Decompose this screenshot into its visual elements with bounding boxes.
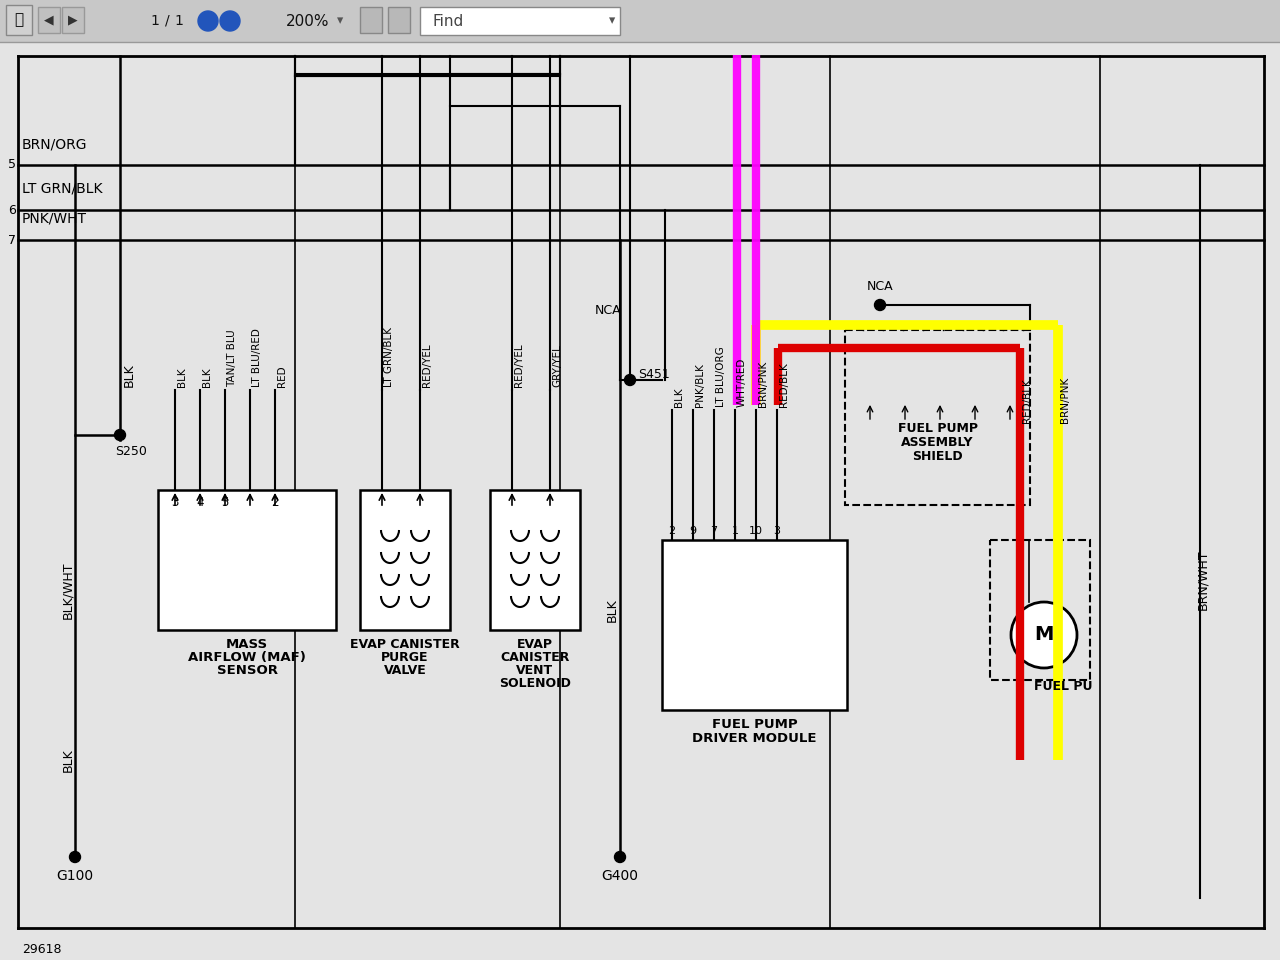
Text: 📄: 📄 [14,12,23,28]
Circle shape [220,11,241,31]
Text: BLK: BLK [123,363,136,387]
Bar [845,330,1030,505]
Bar [360,7,381,33]
Text: 10: 10 [749,526,763,536]
Text: 2: 2 [271,496,279,509]
Text: PNK/BLK: PNK/BLK [695,363,705,407]
Text: S250: S250 [115,445,147,458]
Text: G100: G100 [56,869,93,883]
Bar [157,490,335,630]
Text: BRN/PNK: BRN/PNK [758,361,768,407]
Circle shape [625,374,635,386]
Text: BLK: BLK [202,368,212,387]
Text: CANISTER: CANISTER [500,651,570,664]
Text: PNK/WHT: PNK/WHT [22,212,87,226]
Text: 9: 9 [690,526,696,536]
Text: S451: S451 [637,369,669,381]
Text: 3: 3 [773,526,781,536]
Text: SENSOR: SENSOR [216,664,278,677]
Text: MASS: MASS [227,638,268,651]
Text: ASSEMBLY: ASSEMBLY [901,437,974,449]
Text: 3: 3 [172,496,179,509]
Bar [662,540,847,710]
Text: NCA: NCA [867,280,893,293]
Text: SHIELD: SHIELD [913,450,963,464]
Text: EVAP: EVAP [517,638,553,651]
Text: BRN/WHT: BRN/WHT [1197,550,1210,611]
Text: SOLENOID: SOLENOID [499,677,571,690]
Text: Find: Find [433,13,463,29]
Text: TAN/LT BLU: TAN/LT BLU [227,329,237,387]
Text: VENT: VENT [516,664,553,677]
Text: ◀: ◀ [45,13,54,27]
Text: NCA: NCA [595,303,621,317]
Text: LT GRN/BLK: LT GRN/BLK [22,182,102,196]
Text: 5: 5 [221,496,229,509]
Text: BLK: BLK [675,388,684,407]
Text: ▾: ▾ [337,14,343,28]
Text: 4: 4 [196,496,204,509]
Text: 1: 1 [151,14,160,28]
Text: ▶: ▶ [68,13,78,27]
Bar [61,7,84,33]
Text: 5: 5 [8,158,15,172]
Text: RED/BLK: RED/BLK [780,362,788,407]
Text: PURGE: PURGE [381,651,429,664]
Text: G400: G400 [602,869,639,883]
Bar [6,5,32,35]
Text: LT BLU/RED: LT BLU/RED [252,328,262,387]
Text: M: M [1034,626,1053,644]
Text: RED/BLK: RED/BLK [1021,378,1032,423]
Text: GRY/YEL: GRY/YEL [552,344,562,387]
Text: ▾: ▾ [609,14,616,28]
Text: AIRFLOW (MAF): AIRFLOW (MAF) [188,651,306,664]
Text: 1: 1 [174,14,183,28]
Circle shape [114,429,125,441]
Text: RED: RED [276,366,287,387]
Text: BLK: BLK [605,598,618,622]
Bar [420,7,620,35]
Bar [0,0,1280,42]
Text: /: / [165,14,169,28]
Circle shape [614,852,626,862]
Text: LT GRN/BLK: LT GRN/BLK [384,327,394,387]
Text: FUEL PUMP: FUEL PUMP [897,422,978,436]
Text: 7: 7 [8,233,15,247]
Text: 1: 1 [731,526,739,536]
Text: 7: 7 [710,526,718,536]
Text: 6: 6 [8,204,15,217]
Bar [388,7,410,33]
Text: RED/YEL: RED/YEL [422,344,433,387]
Circle shape [874,300,886,310]
Circle shape [69,852,81,862]
Bar [989,540,1091,680]
Circle shape [1011,602,1076,668]
Text: 2: 2 [668,526,676,536]
Bar [360,490,451,630]
Text: FUEL PU: FUEL PU [1034,680,1093,693]
Text: DRIVER MODULE: DRIVER MODULE [692,732,817,745]
Text: BLK: BLK [177,368,187,387]
Text: WHT/RED: WHT/RED [737,358,748,407]
Circle shape [198,11,218,31]
Text: LT BLU/ORG: LT BLU/ORG [716,347,726,407]
Text: FUEL PUMP: FUEL PUMP [712,718,797,731]
Text: EVAP CANISTER: EVAP CANISTER [351,638,460,651]
Text: BLK: BLK [61,748,74,772]
Bar [490,490,580,630]
Bar [38,7,60,33]
Text: VALVE: VALVE [384,664,426,677]
Text: RED/YEL: RED/YEL [515,344,524,387]
Text: BLK/WHT: BLK/WHT [61,562,74,619]
Text: 29618: 29618 [22,943,61,956]
Text: BRN/ORG: BRN/ORG [22,137,87,151]
Text: BRN/PNK: BRN/PNK [1060,376,1070,423]
Text: 200%: 200% [287,13,330,29]
